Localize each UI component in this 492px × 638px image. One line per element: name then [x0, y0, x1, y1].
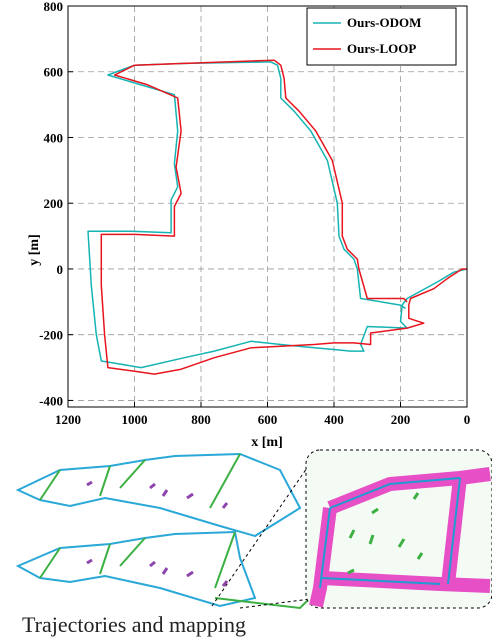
y-axis-label: y [m] — [27, 234, 42, 266]
legend-label-loop: Ours-LOOP — [347, 41, 416, 56]
x-tick-label: 1000 — [122, 412, 148, 427]
map-overview-top — [15, 452, 302, 538]
series-line-ours-loop — [100, 59, 467, 375]
y-tick-label: 200 — [44, 196, 64, 211]
x-tick-label: 800 — [191, 412, 211, 427]
x-tick-label: 200 — [391, 412, 411, 427]
legend-label-odom: Ours-ODOM — [347, 15, 421, 30]
figure-caption: Trajectories and mapping — [22, 612, 247, 637]
x-tick-label: 600 — [258, 412, 278, 427]
legend-box — [306, 7, 457, 66]
map-overview-bottom — [15, 530, 311, 610]
legend: Ours-ODOM Ours-LOOP — [306, 7, 457, 66]
trajectory-chart: 1200 1000 800 600 400 200 0 800 600 400 200 0 -200 -4… — [27, 0, 470, 448]
y-tick-label: 400 — [44, 130, 64, 145]
x-tick-label: 400 — [324, 412, 344, 427]
point-cloud-map-image — [15, 449, 492, 610]
zoom-connector-lines — [211, 451, 319, 609]
y-tick-label: 0 — [57, 262, 64, 277]
y-tick-label: 800 — [44, 0, 64, 14]
zoomed-intersection-inset — [305, 449, 492, 609]
y-tick-label: -200 — [39, 328, 63, 343]
y-tick-label: -400 — [39, 393, 63, 408]
y-tick-label: 600 — [44, 65, 64, 80]
tick-layer: 1200 1000 800 600 400 200 0 800 600 400 200 0 -200 -4… — [39, 0, 470, 427]
grid — [68, 6, 467, 407]
x-axis-label: x [m] — [251, 435, 283, 448]
series-line-ours-odom — [87, 61, 468, 369]
x-tick-label: 0 — [464, 412, 471, 427]
x-tick-label: 1200 — [55, 412, 81, 427]
series-layer — [87, 59, 468, 375]
